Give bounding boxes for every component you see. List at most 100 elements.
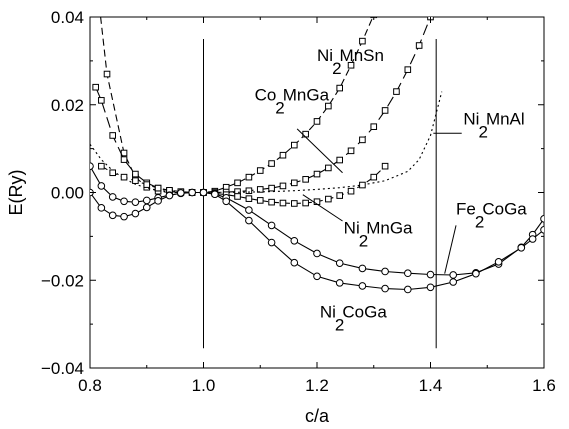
- data-point-co2mnga: [393, 88, 400, 95]
- data-point-fe2coga: [267, 221, 276, 230]
- data-point-co2mnga: [98, 97, 105, 104]
- series-label-rest-ni2mnsn: MnSn: [340, 46, 384, 65]
- data-point-ni2mnga: [143, 181, 151, 188]
- leader-line-fe2coga: [444, 225, 457, 274]
- series-label-subscript-ni2mnga: 2: [359, 231, 368, 250]
- data-point-ni2mnga: [98, 162, 105, 170]
- data-point-ni2coga: [177, 189, 185, 197]
- data-point-fe2coga: [449, 271, 458, 279]
- data-point-ni2mnsn: [245, 173, 253, 181]
- data-point-co2mnga: [381, 107, 389, 114]
- y-tick-label: 0.00: [51, 184, 84, 203]
- data-point-ni2mnga: [302, 199, 309, 207]
- data-point-ni2coga: [335, 279, 344, 287]
- series-label-rest-co2mnga: MnGa: [283, 85, 330, 104]
- data-point-co2mnga: [359, 136, 366, 144]
- data-point-ni2mnsn: [256, 167, 264, 174]
- data-point-fe2coga: [131, 198, 140, 206]
- series-label-ni2mnsn: Ni: [317, 46, 333, 65]
- series-label-subscript-ni2mnal: 2: [478, 122, 487, 141]
- data-point-co2mnga: [313, 170, 321, 178]
- x-tick-label: 1.2: [305, 376, 329, 395]
- data-point-ni2mnga: [336, 192, 343, 199]
- data-point-fe2coga: [381, 267, 389, 276]
- data-point-ni2mnsn: [268, 160, 275, 167]
- y-tick-label: −0.04: [41, 359, 84, 378]
- data-point-fe2coga: [90, 162, 94, 170]
- data-point-ni2coga: [222, 197, 230, 206]
- series-label-rest-ni2mnal: MnAl: [486, 109, 525, 128]
- data-point-co2mnga: [325, 164, 332, 172]
- axis-ticks: 0.8 1.0 1.2 1.4 1.6 −0.04 −0.02 0.00 0.02 0.04: [41, 8, 556, 395]
- data-point-co2mnga: [302, 176, 309, 183]
- data-point-ni2mnga: [268, 198, 275, 206]
- data-point-ni2mnsn: [347, 61, 355, 69]
- series-label-rest-ni2mnga: MnGa: [366, 218, 413, 237]
- data-point-co2mnga: [256, 186, 264, 193]
- data-point-ni2mnsn: [359, 37, 366, 45]
- data-point-co2mnga: [109, 132, 117, 139]
- data-point-ni2mnga: [325, 195, 332, 203]
- data-point-ni2mnsn: [313, 118, 321, 125]
- data-point-ni2coga: [199, 188, 208, 197]
- data-point-ni2mnsn: [302, 130, 309, 138]
- data-point-ni2coga: [381, 284, 389, 293]
- data-point-ni2mnga: [359, 181, 366, 189]
- data-point-fe2coga: [245, 206, 253, 214]
- data-point-co2mnga: [404, 66, 412, 73]
- series-label-rest-fe2coga: CoGa: [482, 199, 527, 218]
- data-point-ni2coga: [290, 258, 299, 267]
- data-point-ni2mnga: [370, 173, 378, 181]
- data-point-ni2coga: [142, 203, 151, 212]
- series-label-fe2coga: Fe: [456, 199, 476, 218]
- series-label-ni2coga: Ni: [320, 303, 336, 322]
- x-tick-label: 0.8: [78, 376, 102, 395]
- series-line-co2mnga: [95, 17, 432, 194]
- data-point-ni2coga: [472, 269, 480, 278]
- series-label-subscript-fe2coga: 2: [475, 212, 484, 231]
- data-point-ni2mnga: [234, 193, 241, 200]
- data-point-ni2coga: [358, 282, 367, 290]
- data-point-co2mnga: [120, 156, 128, 163]
- data-point-fe2coga: [335, 259, 344, 267]
- data-point-ni2coga: [165, 191, 174, 200]
- series-line-ni2mnal: [90, 91, 443, 194]
- data-point-co2mnga: [268, 184, 275, 192]
- data-point-ni2coga: [404, 285, 412, 294]
- data-point-fe2coga: [358, 264, 367, 273]
- data-point-fe2coga: [426, 270, 435, 279]
- series-label-rest-ni2coga: CoGa: [342, 303, 387, 322]
- data-point-ni2mnsn: [103, 70, 111, 78]
- data-point-ni2coga: [449, 278, 458, 286]
- series-label-subscript-co2mnga: 2: [275, 98, 284, 117]
- leader-line-co2mnga: [296, 128, 343, 174]
- leader-line-ni2mnga: [302, 194, 343, 222]
- y-tick-label: 0.02: [51, 96, 84, 115]
- data-point-ni2mnga: [256, 197, 264, 204]
- series-line-ni2mnsn: [100, 17, 374, 194]
- data-point-fe2coga: [108, 193, 117, 201]
- data-point-ni2coga: [97, 204, 106, 212]
- data-point-ni2coga: [131, 209, 140, 218]
- data-point-ni2coga: [528, 235, 537, 243]
- series-label-subscript-ni2mnsn: 2: [332, 59, 341, 78]
- data-point-ni2mnsn: [336, 84, 343, 92]
- data-point-ni2coga: [494, 258, 503, 266]
- data-point-ni2mnga: [132, 177, 139, 184]
- series-label-ni2mnal: Ni: [463, 109, 479, 128]
- data-point-ni2coga: [540, 225, 544, 234]
- data-point-ni2mnga: [120, 173, 128, 181]
- data-point-fe2coga: [313, 249, 321, 258]
- data-point-ni2mnsn: [279, 151, 287, 159]
- data-point-ni2mnsn: [325, 102, 332, 110]
- data-point-ni2coga: [313, 272, 321, 281]
- data-point-co2mnga: [415, 42, 423, 49]
- data-point-co2mnga: [132, 170, 139, 178]
- data-point-ni2mnsn: [291, 141, 298, 149]
- data-point-ni2coga: [108, 211, 117, 220]
- x-tick-label: 1.0: [192, 376, 216, 395]
- data-point-co2mnga: [336, 156, 343, 164]
- data-point-ni2mnga: [279, 199, 287, 207]
- series-line-fe2coga: [90, 165, 544, 276]
